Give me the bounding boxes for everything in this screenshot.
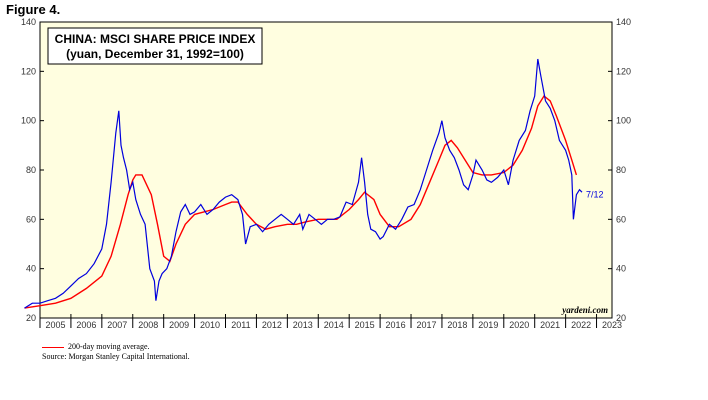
x-tick-label: 2010 — [200, 320, 220, 330]
x-tick-label: 2021 — [540, 320, 560, 330]
y-tick-label-right: 100 — [616, 116, 631, 126]
x-tick-label: 2023 — [602, 320, 622, 330]
credit-label: yardeni.com — [561, 305, 608, 315]
x-tick-label: 2008 — [138, 320, 158, 330]
x-tick-label: 2019 — [478, 320, 498, 330]
y-tick-label-left: 80 — [26, 165, 36, 175]
y-tick-label-left: 120 — [21, 66, 36, 76]
chart-title-box: CHINA: MSCI SHARE PRICE INDEX (yuan, Dec… — [47, 27, 263, 65]
series-line-moving-average — [24, 94, 578, 309]
legend-label: 200-day moving average. — [68, 342, 150, 351]
x-tick-label: 2013 — [293, 320, 313, 330]
y-tick-label-left: 40 — [26, 264, 36, 274]
source-note: Source: Morgan Stanley Capital Internati… — [42, 352, 190, 361]
y-tick-label-right: 20 — [616, 313, 626, 323]
y-tick-label-right: 120 — [616, 66, 631, 76]
y-tick-label-right: 80 — [616, 165, 626, 175]
x-tick-label: 2011 — [231, 320, 250, 330]
figure-label: Figure 4. — [6, 2, 61, 17]
x-tick-label: 2020 — [509, 320, 529, 330]
y-tick-label-left: 100 — [21, 116, 36, 126]
x-tick-label: 2017 — [416, 320, 436, 330]
y-tick-label-left: 60 — [26, 214, 36, 224]
y-axis-right: 20 40 60 80 100 120 140 — [608, 17, 631, 323]
chart-subtitle: (yuan, December 31, 1992=100) — [66, 47, 244, 61]
legend-swatch-moving-average — [42, 346, 64, 348]
x-tick-label: 2005 — [45, 320, 65, 330]
y-tick-label-left: 140 — [21, 17, 36, 27]
x-tick-label: 2006 — [76, 320, 96, 330]
x-tick-label: 2012 — [262, 320, 282, 330]
x-tick-label: 2018 — [447, 320, 467, 330]
x-tick-label: 2022 — [571, 320, 591, 330]
legend-entry-moving-average: 200-day moving average. — [42, 342, 150, 351]
last-date-annotation: 7/12 — [586, 190, 604, 200]
x-tick-label: 2015 — [355, 320, 375, 330]
y-tick-label-left: 20 — [26, 313, 36, 323]
x-tick-label: 2009 — [169, 320, 189, 330]
y-axis-left: 20 40 60 80 100 120 140 — [21, 17, 44, 323]
x-tick-label: 2014 — [324, 320, 344, 330]
series-line-price-index — [24, 58, 583, 309]
y-tick-label-right: 40 — [616, 264, 626, 274]
chart-svg: 20 40 60 80 100 120 140 20 40 60 80 100 120 140 2005… — [21, 17, 631, 330]
y-tick-label-right: 140 — [616, 17, 631, 27]
plot-area — [39, 21, 613, 319]
x-tick-label: 2016 — [386, 320, 406, 330]
chart-title: CHINA: MSCI SHARE PRICE INDEX — [55, 32, 256, 46]
y-tick-label-right: 60 — [616, 214, 626, 224]
x-tick-label: 2007 — [107, 320, 127, 330]
x-axis: 2005 2006 2007 2008 2009 2010 2011 2012 2013 2014… — [39, 314, 622, 330]
